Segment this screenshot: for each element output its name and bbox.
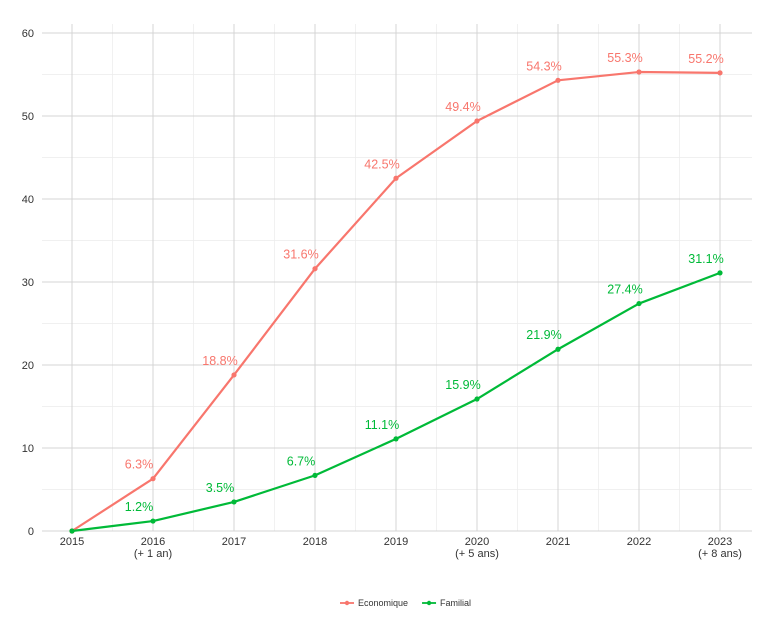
x-axis: 2015 2016 (+ 1 an) 2017 2018 2019 2020 (+ 5 ans… [60, 536, 742, 560]
data-point-economique [636, 69, 642, 75]
data-label-familial: 6.7% [287, 454, 316, 468]
data-label-familial: 3.5% [206, 481, 235, 495]
data-label-economique: 18.8% [202, 354, 237, 368]
data-point-familial [231, 499, 237, 505]
y-tick-label: 20 [22, 360, 34, 372]
data-point-economique [312, 266, 318, 272]
x-tick-label: 2017 [222, 536, 246, 548]
x-tick-label: 2022 [627, 536, 651, 548]
data-label-familial: 1.2% [125, 500, 154, 514]
data-point-familial [474, 396, 480, 402]
data-labels: 6.3% 18.8% 31.6% 42.5% 49.4% 54.3% 55.3% 55.2% 1… [125, 51, 724, 514]
data-label-economique: 49.4% [445, 100, 480, 114]
data-point-familial [555, 346, 561, 352]
data-point-economique [555, 77, 561, 83]
x-tick-label: 2021 [546, 536, 570, 548]
data-point-familial [636, 300, 642, 307]
data-label-economique: 55.2% [688, 52, 723, 66]
legend-key-point-familial [426, 600, 432, 606]
data-point-familial [69, 528, 75, 534]
data-label-economique: 55.3% [607, 51, 642, 65]
x-tick-label: 2020 (+ 5 ans) [455, 536, 499, 560]
y-axis: 0 10 20 30 40 50 60 [22, 28, 34, 538]
y-tick-label: 60 [22, 28, 34, 40]
x-tick-label: 2015 [60, 536, 84, 548]
series-layer [69, 69, 723, 534]
x-tick-label: 2016 (+ 1 an) [134, 536, 172, 560]
data-point-familial [312, 472, 318, 478]
data-point-familial [717, 270, 723, 276]
grid [42, 24, 752, 532]
data-point-economique [474, 118, 480, 124]
data-label-familial: 15.9% [445, 378, 480, 392]
x-tick-label: 2018 [303, 536, 327, 548]
y-tick-label: 30 [22, 277, 34, 289]
data-label-familial: 21.9% [526, 328, 561, 342]
legend-key-point-economique [344, 600, 350, 606]
y-tick-label: 0 [28, 526, 34, 538]
legend: Economique Familial [340, 598, 471, 608]
legend-item-familial: Familial [422, 598, 471, 608]
data-label-economique: 54.3% [526, 59, 561, 73]
data-point-economique [717, 70, 723, 76]
data-label-familial: 11.1% [365, 418, 400, 432]
data-label-familial: 27.4% [607, 283, 642, 297]
data-point-economique [231, 372, 237, 378]
data-point-economique [393, 175, 399, 181]
data-point-familial [150, 518, 156, 524]
data-label-economique: 42.5% [364, 157, 399, 171]
data-label-economique: 6.3% [125, 458, 154, 472]
y-tick-label: 10 [22, 443, 34, 455]
data-point-economique [150, 476, 156, 482]
data-label-economique: 31.6% [283, 248, 318, 262]
data-point-familial [393, 436, 399, 442]
y-tick-label: 40 [22, 194, 34, 206]
y-tick-label: 50 [22, 111, 34, 123]
data-label-familial: 31.1% [688, 252, 723, 266]
legend-label-economique: Economique [358, 598, 408, 608]
x-tick-label: 2023 (+ 8 ans) [698, 536, 742, 560]
x-tick-label: 2019 [384, 536, 408, 548]
legend-item-economique: Economique [340, 598, 408, 608]
legend-label-familial: Familial [440, 598, 471, 608]
